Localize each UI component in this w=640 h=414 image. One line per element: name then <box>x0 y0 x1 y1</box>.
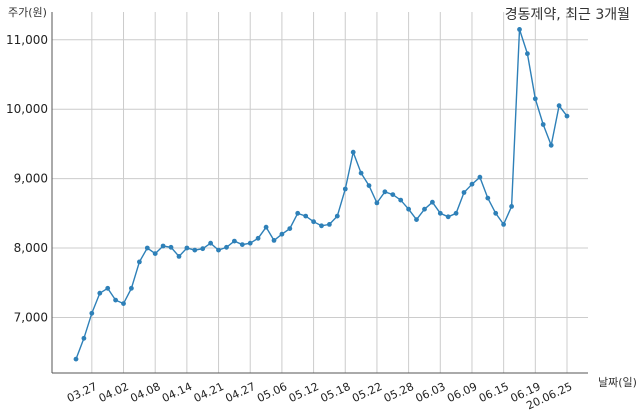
data-point <box>556 103 562 109</box>
data-point <box>422 206 427 212</box>
data-point <box>406 206 411 212</box>
data-point <box>509 204 514 209</box>
data-point <box>327 222 332 227</box>
data-point <box>342 186 348 192</box>
data-point <box>105 285 111 291</box>
x-tick-label: 04.27 <box>223 380 257 405</box>
data-point <box>398 197 404 203</box>
x-tick-label: 05.28 <box>382 380 416 405</box>
data-point <box>382 189 388 195</box>
data-point <box>525 51 530 57</box>
data-point <box>121 301 126 306</box>
data-point <box>414 217 419 223</box>
data-point <box>216 247 221 253</box>
data-point <box>184 245 190 251</box>
data-point <box>390 192 396 198</box>
x-tick-label: 04.14 <box>160 380 194 405</box>
data-point <box>200 246 206 252</box>
series-group <box>73 27 570 362</box>
data-point <box>113 297 118 303</box>
data-point <box>255 235 261 241</box>
data-point <box>430 199 435 205</box>
data-point <box>144 245 150 251</box>
axes <box>51 12 588 374</box>
data-point <box>334 213 340 219</box>
data-point <box>287 226 293 232</box>
data-point <box>224 244 229 250</box>
data-point <box>437 210 443 216</box>
y-tick-label: 11,000 <box>6 33 48 47</box>
y-tick-labels: 7,000 8,000 9,000 10,000 11,000 <box>6 33 48 325</box>
data-point <box>263 224 269 230</box>
x-tick-label: 04.02 <box>97 380 131 405</box>
y-tick-label: 10,000 <box>6 102 48 116</box>
data-point <box>461 190 467 195</box>
x-tick-label: 03.27 <box>65 380 99 405</box>
data-point <box>303 213 309 219</box>
data-point <box>247 240 253 246</box>
data-point <box>168 244 174 250</box>
data-point <box>152 251 158 256</box>
data-point <box>137 259 142 265</box>
data-point <box>192 247 198 253</box>
data-point <box>97 290 103 296</box>
x-tick-label: 04.21 <box>192 380 226 405</box>
data-point <box>366 183 372 189</box>
data-point <box>176 254 182 259</box>
data-point <box>271 238 277 243</box>
x-tick-labels: 03.2704.0204.0804.1404.2104.2705.0605.12… <box>65 380 574 412</box>
data-point <box>548 142 554 148</box>
x-tick-label: 05.18 <box>318 380 352 405</box>
data-point <box>81 335 87 341</box>
data-point <box>295 210 301 216</box>
data-point <box>160 243 166 249</box>
data-point <box>374 200 380 206</box>
data-point <box>532 96 538 102</box>
data-point <box>89 310 95 316</box>
data-point <box>73 356 79 362</box>
data-point <box>319 223 324 229</box>
data-point <box>208 240 214 246</box>
data-point <box>501 222 506 227</box>
data-point <box>311 219 316 225</box>
data-point <box>485 195 491 201</box>
x-tick-label: 06.15 <box>477 380 511 405</box>
y-tick-label: 9,000 <box>14 172 48 186</box>
y-tick-label: 8,000 <box>14 241 48 255</box>
data-point <box>453 210 459 216</box>
data-point <box>517 27 522 32</box>
data-point <box>477 174 483 180</box>
data-point <box>279 231 285 237</box>
gridlines <box>52 12 588 373</box>
data-point <box>564 113 570 119</box>
x-tick-label: 05.12 <box>287 380 321 405</box>
data-point <box>540 122 546 127</box>
x-tick-label: 05.22 <box>350 380 384 405</box>
x-tick-label: 06.03 <box>414 380 448 405</box>
x-tick-label: 05.06 <box>255 380 289 405</box>
data-point <box>493 210 499 216</box>
data-point <box>239 242 245 248</box>
data-point <box>358 170 364 176</box>
data-point <box>129 285 134 291</box>
data-point <box>232 238 237 244</box>
x-tick-label: 06.09 <box>445 380 479 405</box>
x-axis-label: 날짜(일) <box>598 375 637 389</box>
data-point <box>469 181 475 187</box>
data-point <box>350 149 356 155</box>
series-line <box>75 29 568 360</box>
y-tick-label: 7,000 <box>14 310 48 324</box>
y-axis-label: 주가(원) <box>8 6 47 19</box>
data-point <box>445 214 451 220</box>
x-tick-label: 04.08 <box>128 380 162 405</box>
